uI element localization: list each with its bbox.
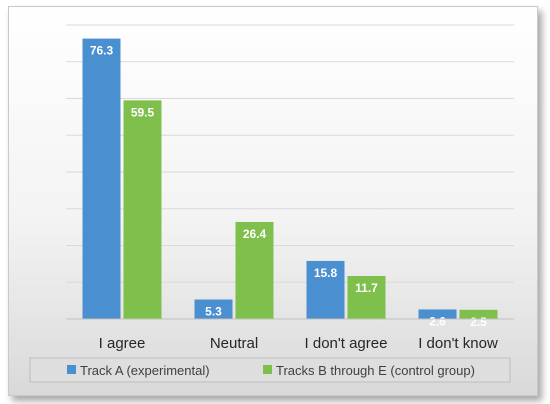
data-labels: 76.3 59.5 5.3 26.4 15.8 11.7 2.6 2.5 <box>90 44 487 329</box>
category-labels: I agree Neutral I don't agree I don't know <box>99 335 498 352</box>
legend-swatch-tracks-b-e <box>263 365 272 374</box>
bar-3-1 <box>459 309 498 319</box>
data-label: 15.8 <box>314 266 338 280</box>
data-label: 2.6 <box>429 314 446 328</box>
data-label: 11.7 <box>355 281 378 295</box>
legend-swatch-track-a <box>67 365 76 374</box>
data-label: 26.4 <box>243 227 267 241</box>
bar-1-0 <box>194 299 233 319</box>
data-label: 59.5 <box>131 105 155 119</box>
category-label: I don't agree <box>305 335 388 352</box>
category-label: I don't know <box>418 335 498 352</box>
data-label: 2.5 <box>470 315 487 329</box>
bar-0-1 <box>123 100 162 320</box>
legend-label-tracks-b-e: Tracks B through E (control group) <box>276 363 475 378</box>
category-label: I agree <box>99 335 146 352</box>
data-label: 76.3 <box>90 44 114 58</box>
legend: Track A (experimental) Tracks B through … <box>29 357 511 383</box>
bar-0-0 <box>82 38 121 319</box>
category-label: Neutral <box>210 335 258 352</box>
bar-2-1 <box>347 276 386 319</box>
bar-2-0 <box>306 260 345 319</box>
bars <box>82 38 498 320</box>
legend-label-track-a: Track A (experimental) <box>80 363 210 378</box>
bar-3-0 <box>418 309 457 319</box>
data-label: 5.3 <box>205 305 222 319</box>
bar-1-1 <box>235 221 274 319</box>
